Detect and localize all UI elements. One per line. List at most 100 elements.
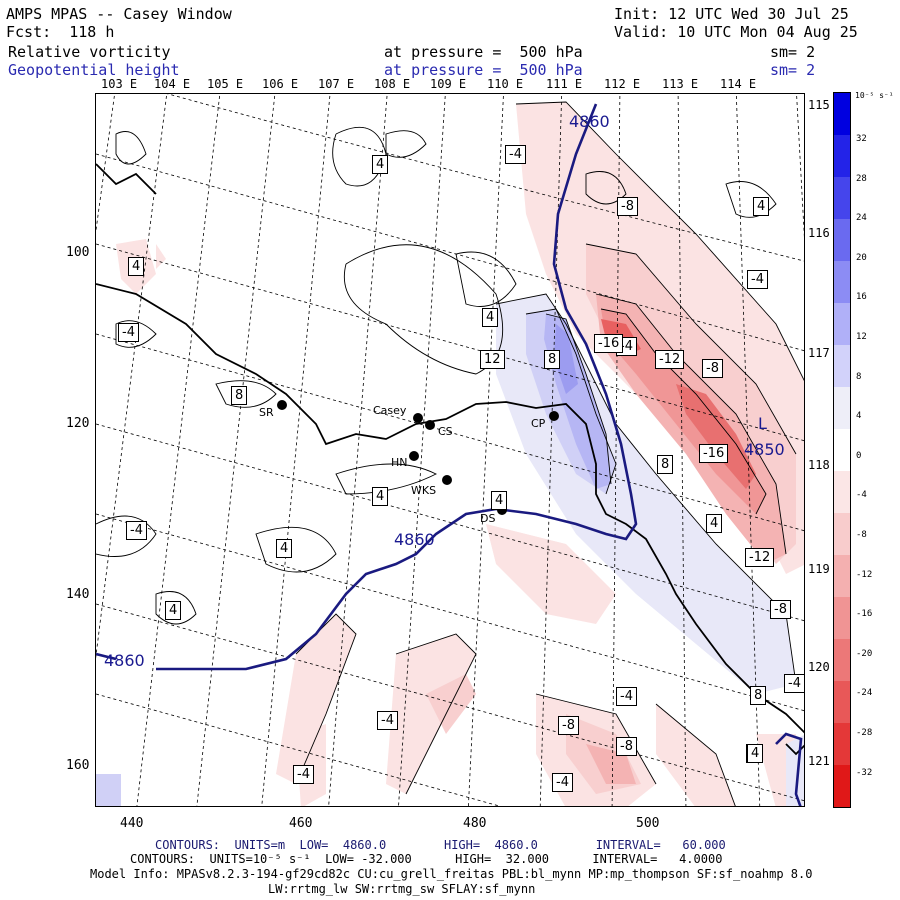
- forecast-hour: Fcst: 118 h: [6, 23, 115, 41]
- station-label: SR: [259, 406, 274, 419]
- footer-model-info: Model Info: MPASv8.2.3-194-gf29cd82c CU:…: [90, 867, 813, 881]
- station-dot-cs: [425, 420, 435, 430]
- field2-name: Geopotential height: [8, 61, 180, 79]
- colorbar-swatch: [834, 429, 850, 471]
- longitude-label: 104 E: [154, 77, 191, 91]
- colorbar-swatch: [834, 513, 850, 555]
- field1-level: at pressure = 500 hPa: [384, 43, 583, 61]
- init-time: Init: 12 UTC Wed 30 Jul 25: [614, 5, 849, 23]
- colorbar-swatch: [834, 597, 850, 639]
- coastline: [96, 163, 804, 756]
- colorbar-label: 20: [856, 252, 867, 263]
- colorbar-swatch: [834, 219, 850, 261]
- vorticity-contour-label: -4: [552, 773, 573, 792]
- vorticity-contour-label: 8: [231, 386, 248, 405]
- colorbar: [833, 92, 851, 808]
- colorbar-swatch: [834, 555, 850, 597]
- vorticity-contour-label: -12: [745, 548, 775, 567]
- station-dot-hn: [409, 451, 419, 461]
- longitude-label: 108 E: [374, 77, 411, 91]
- vorticity-contour-label: -4: [293, 765, 314, 784]
- station-dot-cp: [549, 411, 559, 421]
- station-label: CS: [438, 425, 453, 438]
- footer-vorticity-contours: CONTOURS: UNITS=10⁻⁵ s⁻¹ LOW= -32.000 HI…: [130, 852, 723, 866]
- colorbar-label: -4: [856, 490, 867, 501]
- longitude-label: 109 E: [430, 77, 467, 91]
- vorticity-contour-label: -8: [558, 716, 579, 735]
- x-tick-label: 480: [463, 816, 487, 831]
- longitude-label: 107 E: [318, 77, 355, 91]
- y-tick-label: 140: [66, 587, 90, 602]
- vorticity-contour-label: -4: [505, 145, 526, 164]
- station-dot-wks: [442, 475, 452, 485]
- colorbar-swatch: [834, 471, 850, 513]
- height-contour-label: 4850: [744, 440, 785, 459]
- colorbar-label: -20: [856, 648, 873, 659]
- height-contour-label: 4860: [104, 651, 145, 670]
- field1-smooth: sm= 2: [770, 43, 816, 61]
- height-contour-label: 4860: [394, 530, 435, 549]
- station-label: DS: [480, 512, 496, 525]
- colorbar-label: -8: [856, 530, 867, 540]
- vorticity-contour-label: 4: [276, 539, 293, 558]
- colorbar-label: 24: [856, 213, 867, 224]
- colorbar-label: 16: [856, 292, 867, 303]
- colorbar-label: 12: [856, 332, 867, 342]
- longitude-label: 103 E: [101, 77, 138, 91]
- colorbar-swatch: [834, 723, 850, 765]
- station-label: HN: [391, 456, 408, 469]
- vorticity-contour-label: 4: [165, 601, 182, 620]
- longitude-label: 110 E: [487, 77, 524, 91]
- vorticity-contour-label: 4: [753, 197, 770, 216]
- vorticity-contour-label: -4: [616, 687, 637, 706]
- colorbar-label: 32: [856, 134, 867, 144]
- vorticity-contour-label: 8: [544, 350, 561, 369]
- vorticity-contour-label: 4: [372, 487, 389, 506]
- colorbar-label: 28: [856, 173, 867, 184]
- height-contours: [96, 103, 803, 806]
- colorbar-swatch: [834, 765, 850, 807]
- station-label: WKS: [411, 484, 437, 497]
- colorbar-swatch: [834, 681, 850, 723]
- longitude-label: 114 E: [720, 77, 757, 91]
- vorticity-contour-label: -8: [770, 600, 791, 619]
- colorbar-label: 8: [856, 371, 862, 382]
- y-tick-label: 160: [66, 758, 90, 773]
- negative-vorticity-shading: [116, 102, 804, 806]
- vorticity-contour-label: -4: [377, 711, 398, 730]
- plot-title: AMPS MPAS -- Casey Window: [6, 5, 232, 23]
- colorbar-swatch: [834, 93, 850, 135]
- field2-level: at pressure = 500 hPa: [384, 61, 583, 79]
- colorbar-label: 0: [856, 450, 862, 461]
- station-dots: [277, 400, 559, 515]
- longitude-label: 106 E: [262, 77, 299, 91]
- field2-smooth: sm= 2: [770, 61, 816, 79]
- height-contour-label: 4860: [569, 112, 610, 131]
- field1-name: Relative vorticity: [8, 43, 171, 61]
- vorticity-contour-label: 4: [706, 514, 723, 533]
- vorticity-contour-label: 4: [491, 491, 508, 510]
- vorticity-contour-label: -4: [784, 674, 804, 693]
- colorbar-unit: 10⁻⁵ s⁻¹: [855, 91, 894, 100]
- colorbar-swatch: [834, 303, 850, 345]
- y-tick-label: 120: [66, 416, 90, 431]
- longitude-label: 111 E: [546, 77, 583, 91]
- height-contour-label: L: [758, 414, 767, 433]
- colorbar-swatch: [834, 261, 850, 303]
- colorbar-label: -32: [856, 767, 873, 778]
- colorbar-swatch: [834, 177, 850, 219]
- vorticity-contour-label: -4: [747, 270, 768, 289]
- longitude-label: 112 E: [604, 77, 641, 91]
- colorbar-swatch: [834, 135, 850, 177]
- vorticity-contour-label: -8: [616, 737, 637, 756]
- vorticity-contour-label: -4: [126, 521, 147, 540]
- station-label: Casey: [373, 404, 407, 417]
- colorbar-label: -12: [856, 569, 873, 580]
- y-tick-label: 100: [66, 245, 90, 260]
- vorticity-contour-label: -16: [699, 444, 729, 463]
- map-panel: SR Casey CS HN WKS DS CP 4 -4 4 -4 -8 4 8 -4 -4 4 8 12 -16 -…: [95, 93, 805, 807]
- station-dot-casey: [413, 413, 423, 423]
- colorbar-label: -28: [856, 728, 873, 738]
- colorbar-label: 4: [856, 411, 862, 422]
- longitude-label: 113 E: [662, 77, 699, 91]
